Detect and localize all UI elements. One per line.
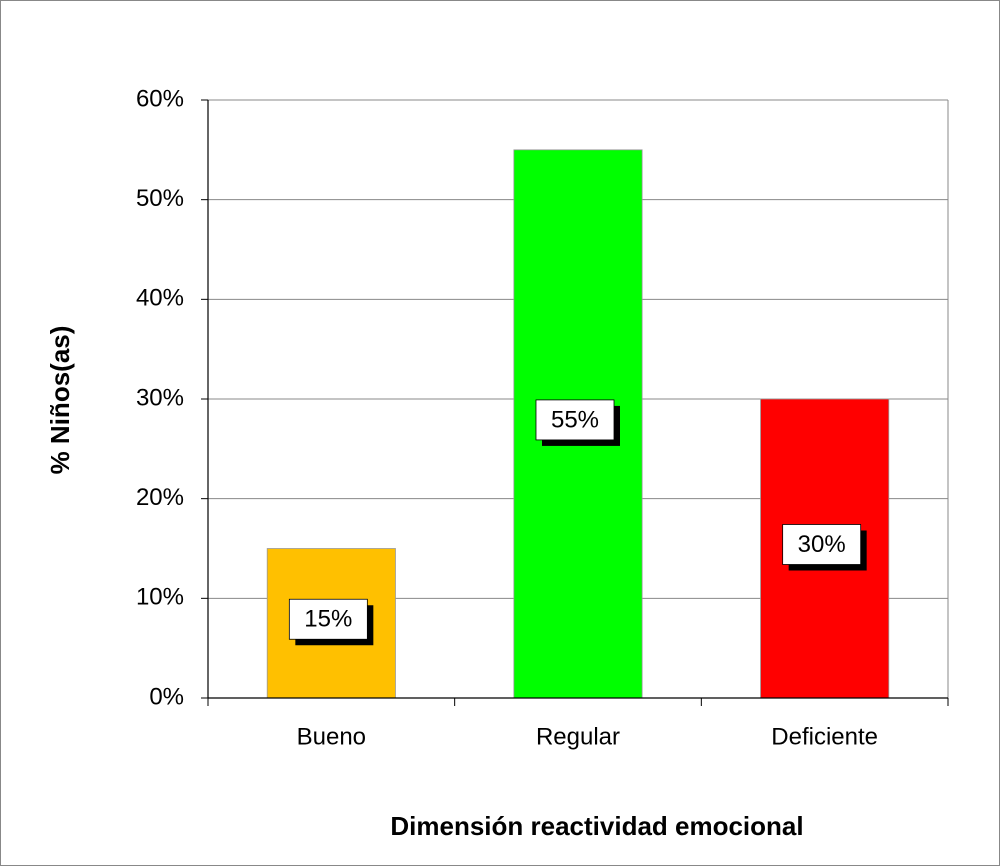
y-tick-label: 0% <box>149 683 184 710</box>
x-tick-label: Deficiente <box>771 723 878 750</box>
value-label-box <box>288 598 368 640</box>
x-tick-label: Regular <box>536 723 620 750</box>
y-tick-label: 30% <box>136 384 184 411</box>
value-label: 30% <box>798 531 846 558</box>
y-tick-label: 50% <box>136 185 184 212</box>
y-tick-label: 40% <box>136 285 184 312</box>
value-label-box <box>535 399 615 441</box>
value-label-box <box>782 524 862 565</box>
x-axis-label: Dimensión reactividad emocional <box>390 811 803 841</box>
value-label: 55% <box>551 406 599 433</box>
y-tick-label: 20% <box>136 484 184 511</box>
x-tick-label: Bueno <box>297 723 366 750</box>
y-axis-label: % Niños(as) <box>45 326 75 475</box>
y-tick-label: 60% <box>136 85 184 112</box>
y-tick-label: 10% <box>136 584 184 611</box>
value-label: 15% <box>304 606 352 633</box>
